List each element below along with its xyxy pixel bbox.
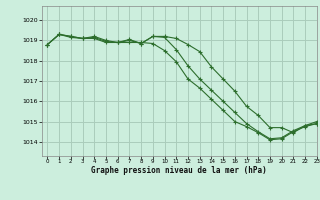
X-axis label: Graphe pression niveau de la mer (hPa): Graphe pression niveau de la mer (hPa) <box>91 166 267 175</box>
